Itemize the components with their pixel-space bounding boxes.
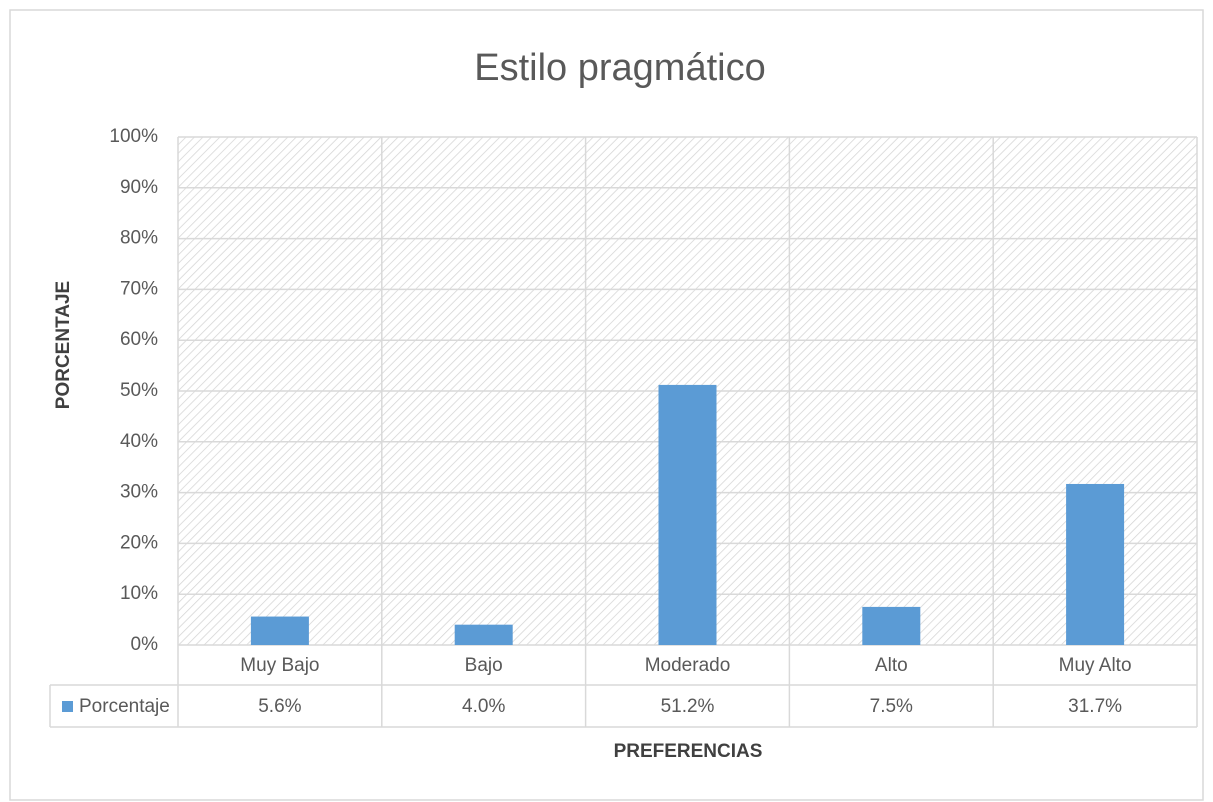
bar (454, 624, 513, 645)
y-tick-label: 50% (120, 380, 158, 401)
bar (250, 616, 309, 645)
y-tick-label: 0% (131, 634, 159, 655)
y-axis-label: PORCENTAJE (53, 281, 74, 409)
table-value: 5.6% (258, 696, 301, 717)
y-tick-label: 10% (120, 583, 158, 604)
table-value: 31.7% (1068, 696, 1122, 717)
y-tick-label: 40% (120, 431, 158, 452)
y-tick-label: 90% (120, 177, 158, 198)
bar (1066, 483, 1125, 645)
table-value: 51.2% (661, 696, 715, 717)
x-tick-label: Muy Bajo (240, 655, 319, 676)
x-axis-label: PREFERENCIAS (614, 741, 763, 762)
x-tick-label: Muy Alto (1059, 655, 1132, 676)
legend-label: Porcentaje (79, 696, 170, 717)
table-value: 7.5% (870, 696, 913, 717)
y-tick-label: 80% (120, 228, 158, 249)
x-tick-label: Bajo (465, 655, 503, 676)
x-tick-label: Moderado (645, 655, 731, 676)
y-tick-label: 100% (109, 126, 158, 147)
table-value: 4.0% (462, 696, 505, 717)
bar (862, 606, 921, 645)
y-tick-label: 70% (120, 278, 158, 299)
x-tick-label: Alto (875, 655, 908, 676)
y-tick-label: 30% (120, 482, 158, 503)
chart-title: Estilo pragmático (474, 47, 765, 89)
bar (658, 384, 717, 645)
y-tick-label: 60% (120, 329, 158, 350)
y-tick-label: 20% (120, 532, 158, 553)
legend-swatch (62, 701, 73, 712)
